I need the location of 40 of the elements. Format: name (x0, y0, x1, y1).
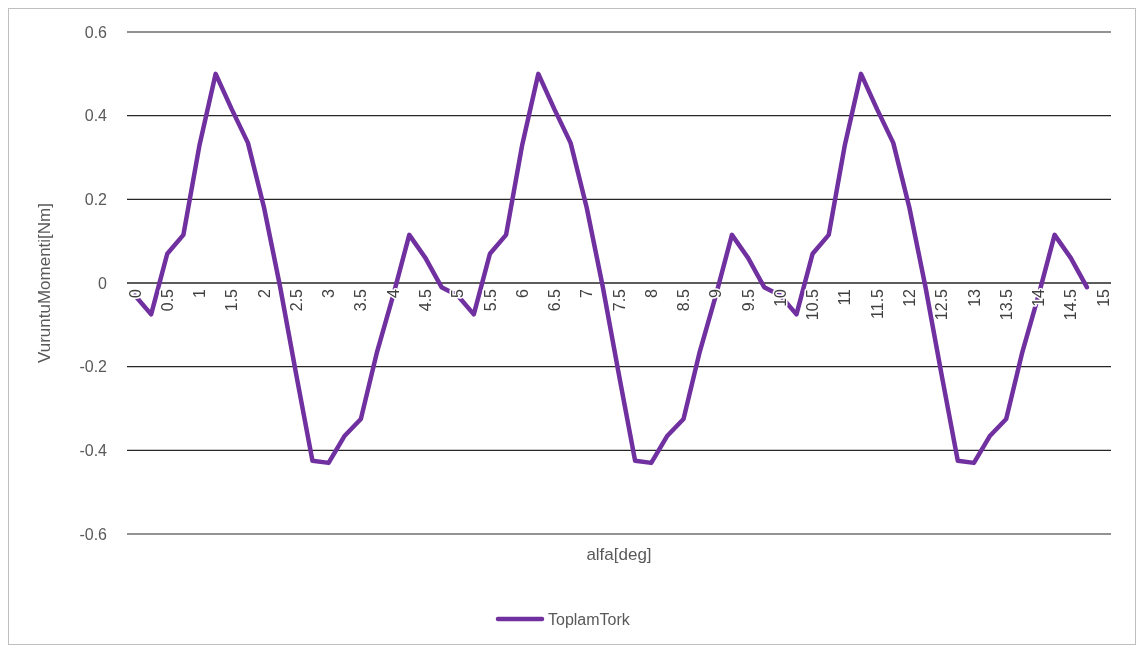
x-tick-label: 10.5 (804, 288, 822, 321)
x-tick-label: 5 (449, 288, 467, 298)
x-tick-label: 9 (707, 288, 725, 298)
x-tick-label: 11 (836, 288, 854, 306)
y-tick-label: -0.6 (79, 525, 108, 543)
x-tick-label: 0 (126, 288, 144, 298)
x-tick-label: 14.5 (1062, 288, 1080, 321)
y-tick-label: 0.6 (84, 23, 108, 41)
x-tick-label: 1 (191, 288, 209, 298)
x-tick-label: 7.5 (610, 288, 628, 312)
x-tick-label: 9.5 (739, 288, 757, 312)
x-tick-label: 8 (642, 288, 660, 298)
x-tick-label: 15 (1094, 288, 1112, 307)
x-tick-label: 6.5 (546, 288, 564, 312)
x-tick-label: 10 (771, 288, 789, 307)
x-tick-label: 8.5 (675, 288, 693, 312)
x-tick-label: 0.5 (158, 288, 176, 312)
legend-label: ToplamTork (548, 610, 631, 628)
x-tick-label: 12.5 (933, 288, 951, 321)
x-tick-label: 2.5 (287, 288, 305, 312)
x-tick-label: 2 (255, 288, 273, 298)
x-axis-title: alfa[deg] (586, 545, 652, 564)
x-tick-label: 6 (513, 288, 531, 298)
x-tick-label: 4.5 (417, 288, 434, 312)
x-tick-label: 4 (384, 288, 402, 298)
x-tick-label: 11.5 (868, 288, 886, 319)
x-tick-label: 13 (965, 288, 983, 307)
x-tick-label: 3 (320, 288, 338, 298)
x-tick-label: 5.5 (481, 288, 499, 312)
x-tick-label: 13.5 (997, 288, 1015, 321)
y-tick-label: -0.4 (79, 441, 108, 459)
x-tick-label: 3.5 (352, 288, 370, 312)
x-tick-label: 12 (901, 288, 918, 307)
x-tick-label: 7 (578, 288, 596, 298)
y-tick-label: -0.2 (79, 358, 108, 376)
x-tick-label: 14 (1030, 288, 1048, 307)
y-axis-title: VuruntuMomenti[Nm] (35, 203, 54, 363)
x-tick-label: 1.5 (223, 288, 241, 312)
y-tick-label: 0.4 (84, 107, 108, 125)
y-tick-label: 0.2 (84, 190, 108, 208)
